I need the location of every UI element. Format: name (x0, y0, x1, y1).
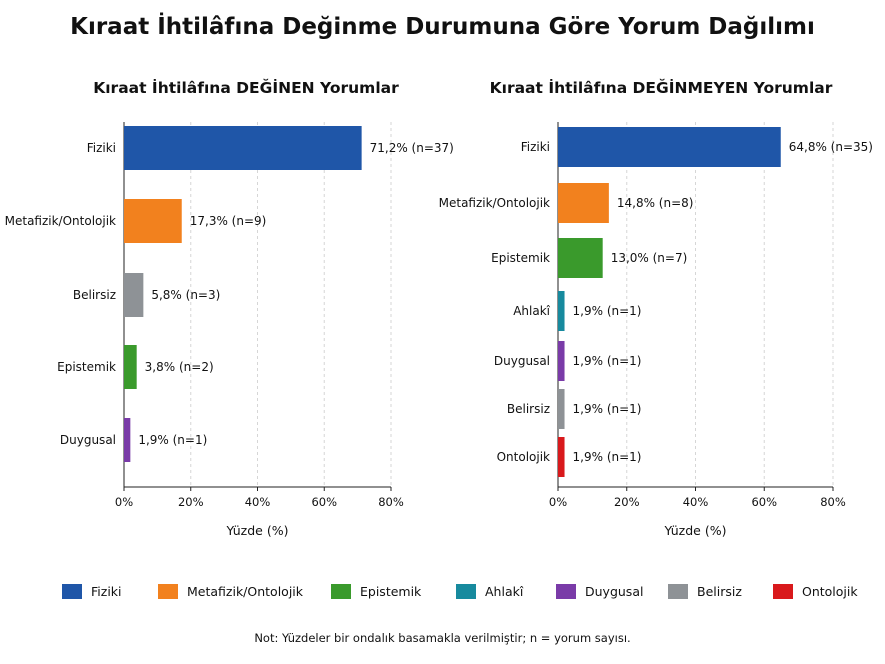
data-label: 71,2% (n=37) (370, 141, 454, 155)
category-label: Duygusal (60, 433, 116, 447)
legend-swatch (556, 583, 576, 599)
legend-swatch (456, 583, 476, 599)
x-tick-label: 20% (614, 495, 640, 509)
x-tick-label: 40% (683, 495, 709, 509)
data-label: 14,8% (n=8) (617, 196, 694, 210)
legend-item: Belirsiz (668, 578, 742, 604)
data-label: 13,0% (n=7) (611, 251, 688, 265)
legend-label: Belirsiz (697, 583, 742, 599)
data-label: 1,9% (n=1) (573, 402, 642, 416)
legend-label: Fiziki (91, 583, 122, 599)
legend-label: Metafizik/Ontolojik (187, 583, 304, 599)
legend-label: Duygusal (585, 583, 644, 599)
bar-epistemik (124, 345, 137, 389)
data-label: 17,3% (n=9) (190, 214, 267, 228)
legend-item: Epistemik (331, 578, 421, 604)
bar-duygusal (558, 341, 565, 381)
data-label: 1,9% (n=1) (138, 433, 207, 447)
x-tick-label: 0% (115, 495, 133, 509)
bar-fiziki (558, 127, 781, 167)
category-label: Ontolojik (497, 450, 550, 464)
subplot-title: Kıraat İhtilâfına DEĞİNEN Yorumlar (93, 78, 399, 97)
x-tick-label: 80% (378, 495, 404, 509)
bar-fiziki (124, 126, 362, 170)
bar-ontolojik (558, 437, 565, 477)
legend-item: Duygusal (556, 578, 643, 604)
data-label: 64,8% (n=35) (789, 140, 873, 154)
legend-swatch (331, 583, 351, 599)
bar-belirsiz (124, 273, 144, 317)
data-label: 3,8% (n=2) (145, 360, 214, 374)
main-title: Kıraat İhtilâfına Değinme Durumuna Göre … (70, 14, 815, 40)
data-label: 1,9% (n=1) (573, 450, 642, 464)
data-label: 5,8% (n=3) (151, 288, 220, 302)
legend-item: Ontolojik (773, 578, 858, 604)
x-tick-label: 40% (245, 495, 271, 509)
legend-label: Epistemik (360, 583, 422, 599)
category-label: Ahlakî (513, 304, 550, 318)
category-label: Duygusal (494, 354, 550, 368)
category-label: Epistemik (57, 360, 116, 374)
legend: Fiziki Metafizik/Ontolojik Epistemik Ahlakî… (0, 578, 885, 604)
category-label: Epistemik (491, 251, 550, 265)
category-label: Belirsiz (73, 288, 116, 302)
x-tick-label: 0% (549, 495, 567, 509)
bar-ahlak- (558, 291, 565, 331)
legend-swatch (158, 583, 178, 599)
legend-swatch (668, 583, 688, 599)
legend-item: Ahlakî (456, 578, 523, 604)
x-axis-label: Yüzde (%) (664, 523, 727, 538)
x-axis-label: Yüzde (%) (226, 523, 289, 538)
x-tick-label: 20% (178, 495, 204, 509)
category-label: Belirsiz (507, 402, 550, 416)
category-label: Fiziki (87, 141, 116, 155)
data-label: 1,9% (n=1) (573, 354, 642, 368)
category-label: Fiziki (521, 140, 550, 154)
bar-duygusal (124, 418, 131, 462)
subplot-title: Kıraat İhtilâfına DEĞİNMEYEN Yorumlar (490, 78, 833, 97)
legend-item: Metafizik/Ontolojik (158, 578, 303, 604)
legend-item: Fiziki (62, 578, 122, 604)
legend-label: Ahlakî (485, 583, 524, 599)
x-tick-label: 80% (820, 495, 846, 509)
x-tick-label: 60% (311, 495, 337, 509)
bar-belirsiz (558, 389, 565, 429)
bar-metafizik-ontolojik (558, 183, 609, 223)
x-tick-label: 60% (751, 495, 777, 509)
charts-canvas: Kıraat İhtilâfına DEĞİNEN Yorumlar 0% 20% 4… (5, 78, 873, 538)
bar-metafizik-ontolojik (124, 199, 182, 243)
footnote: Not: Yüzdeler bir ondalık basamakla veri… (254, 631, 631, 645)
bar-epistemik (558, 238, 603, 278)
legend-swatch (62, 583, 82, 599)
category-label: Metafizik/Ontolojik (439, 196, 550, 210)
legend-swatch (773, 583, 793, 599)
legend-label: Ontolojik (802, 583, 858, 599)
data-label: 1,9% (n=1) (573, 304, 642, 318)
category-label: Metafizik/Ontolojik (5, 214, 116, 228)
